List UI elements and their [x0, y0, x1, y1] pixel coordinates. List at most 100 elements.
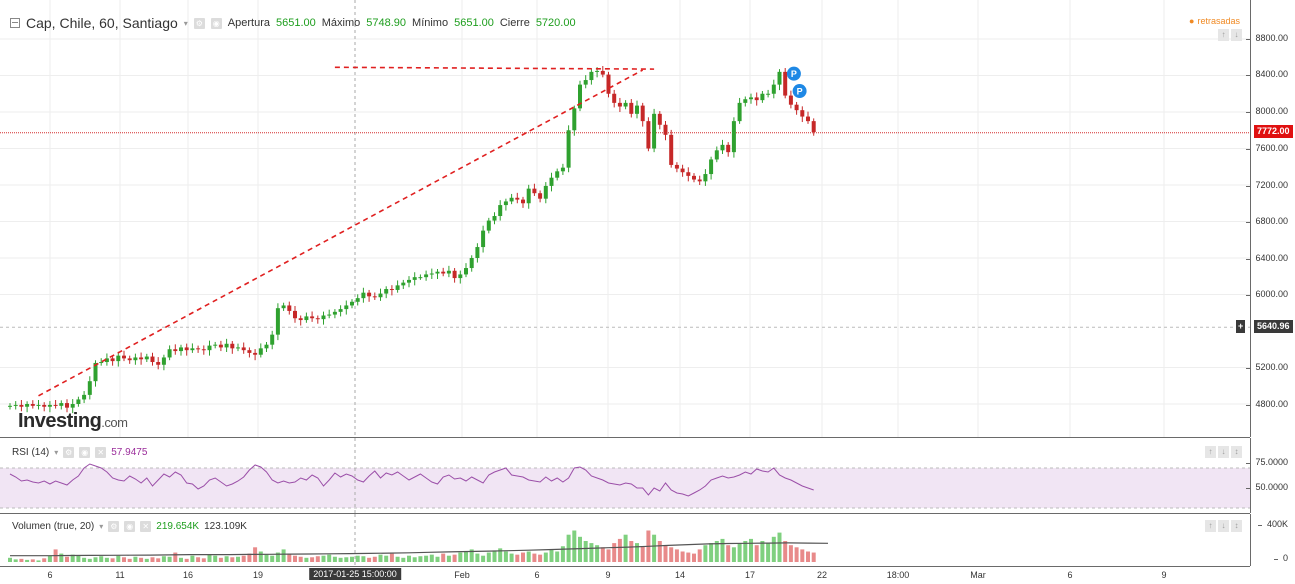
- time-tick: 11: [115, 570, 125, 580]
- candle-body: [566, 130, 571, 168]
- volume-bar: [726, 545, 731, 562]
- price-chart-svg[interactable]: PP: [0, 0, 1250, 437]
- close-value: 5720.00: [535, 17, 576, 29]
- volume-bar: [167, 556, 172, 562]
- volume-dropdown-icon[interactable]: ▾: [99, 522, 104, 531]
- volume-bar: [743, 541, 748, 562]
- candle-body: [179, 347, 183, 352]
- candle-body: [555, 171, 560, 178]
- symbol-title[interactable]: Cap, Chile, 60, Santiago: [26, 15, 178, 31]
- volume-bar: [367, 557, 372, 562]
- candle-body: [304, 316, 309, 321]
- volume-bar: [669, 547, 674, 562]
- move-up-icon[interactable]: ↑: [1205, 446, 1216, 458]
- volume-bar: [275, 552, 280, 562]
- move-down-icon[interactable]: ↓: [1218, 520, 1229, 532]
- investing-logo: Investing.com: [18, 410, 128, 433]
- logo-brand: Investing: [18, 410, 102, 432]
- time-axis[interactable]: 6 11 16 19 Feb 6 9 14 17 22 18:00 Mar 6 …: [0, 567, 1250, 584]
- volume-bar: [754, 545, 759, 562]
- candle-body: [720, 144, 725, 151]
- rsi-axis[interactable]: 75.0000 50.0000: [1246, 438, 1295, 513]
- candle-body: [697, 179, 702, 182]
- volume-bar: [686, 552, 691, 562]
- candle-body: [595, 70, 600, 72]
- rsi-visibility-icon[interactable]: ◉: [79, 447, 91, 458]
- volume-bar: [464, 551, 468, 562]
- candle-body: [766, 93, 771, 95]
- candle-body: [361, 292, 366, 299]
- time-tick: 6: [1067, 570, 1073, 580]
- move-down-icon[interactable]: ↓: [1231, 29, 1242, 41]
- volume-bar: [583, 541, 588, 562]
- volume-bar: [389, 553, 394, 562]
- volume-bar: [99, 556, 104, 562]
- candle-body: [367, 292, 372, 297]
- price-axis[interactable]: 8800.00 8400.00 8000.00 7600.00 7200.00 …: [1246, 0, 1295, 437]
- maximize-icon[interactable]: ↕: [1231, 446, 1242, 458]
- volume-bar: [766, 543, 771, 562]
- price-tick: 6000.00: [1246, 289, 1288, 299]
- candle-body: [281, 305, 286, 309]
- rsi-legend: RSI (14) ▾ ⚙ ◉ ✕ 57.9475: [12, 447, 147, 458]
- symbol-dropdown-icon[interactable]: ▾: [183, 18, 188, 28]
- volume-bar: [161, 556, 166, 562]
- rsi-remove-icon[interactable]: ✕: [95, 447, 107, 458]
- move-up-icon[interactable]: ↑: [1205, 520, 1216, 532]
- candle-body: [811, 121, 816, 133]
- collapse-toggle-icon[interactable]: [10, 18, 20, 28]
- high-label: Máximo: [321, 17, 361, 29]
- candle-body: [144, 356, 149, 360]
- add-alert-button[interactable]: +: [1236, 320, 1246, 333]
- rsi-settings-icon[interactable]: ⚙: [63, 447, 75, 458]
- volume-bar: [692, 553, 696, 562]
- rsi-chart-svg[interactable]: [0, 438, 1250, 513]
- candle-body: [475, 247, 480, 258]
- candle-body: [25, 404, 30, 407]
- candle-body: [703, 174, 708, 182]
- volume-label[interactable]: Volumen (true, 20): [12, 521, 95, 532]
- candle-body: [783, 71, 788, 96]
- volume-visibility-icon[interactable]: ◉: [124, 521, 136, 532]
- volume-chart-svg[interactable]: [0, 514, 1250, 566]
- candle-body: [218, 344, 223, 348]
- volume-bar: [236, 556, 240, 562]
- open-value: 5651.00: [275, 17, 316, 29]
- candle-body: [287, 305, 292, 311]
- move-down-icon[interactable]: ↓: [1218, 446, 1229, 458]
- candle-body: [629, 102, 634, 114]
- volume-bar: [59, 553, 64, 562]
- candle-body: [82, 394, 87, 400]
- candle-body: [464, 268, 468, 275]
- settings-icon[interactable]: ⚙: [193, 17, 205, 29]
- candle-body: [167, 349, 172, 358]
- candle-body: [469, 258, 474, 269]
- volume-legend: Volumen (true, 20) ▾ ⚙ ◉ ✕ 219.654K 123.…: [12, 521, 247, 532]
- volume-bar: [196, 557, 201, 562]
- rsi-pane[interactable]: RSI (14) ▾ ⚙ ◉ ✕ 57.9475 ↑ ↓ ↕: [0, 438, 1250, 514]
- volume-remove-icon[interactable]: ✕: [140, 521, 152, 532]
- volume-bar: [218, 557, 223, 562]
- maximize-icon[interactable]: ↕: [1231, 520, 1242, 532]
- candle-body: [538, 193, 543, 199]
- rsi-label[interactable]: RSI (14): [12, 447, 50, 458]
- volume-bar: [304, 557, 309, 562]
- candle-body: [646, 121, 651, 149]
- volume-bar: [190, 555, 195, 562]
- visibility-icon[interactable]: ◉: [210, 17, 222, 29]
- candle-body: [412, 277, 417, 280]
- candle-body: [754, 97, 759, 101]
- volume-pane[interactable]: Volumen (true, 20) ▾ ⚙ ◉ ✕ 219.654K 123.…: [0, 514, 1250, 567]
- move-up-icon[interactable]: ↑: [1218, 29, 1229, 41]
- volume-bar: [207, 554, 212, 562]
- volume-bar: [116, 555, 121, 562]
- volume-bar: [538, 554, 543, 562]
- rsi-dropdown-icon[interactable]: ▾: [54, 448, 59, 457]
- low-value: 5651.00: [454, 17, 494, 29]
- volume-axis[interactable]: 400K 0: [1250, 514, 1295, 566]
- candle-body: [213, 344, 218, 346]
- volume-bar: [378, 554, 383, 562]
- volume-bar: [680, 551, 685, 562]
- volume-settings-icon[interactable]: ⚙: [108, 521, 120, 532]
